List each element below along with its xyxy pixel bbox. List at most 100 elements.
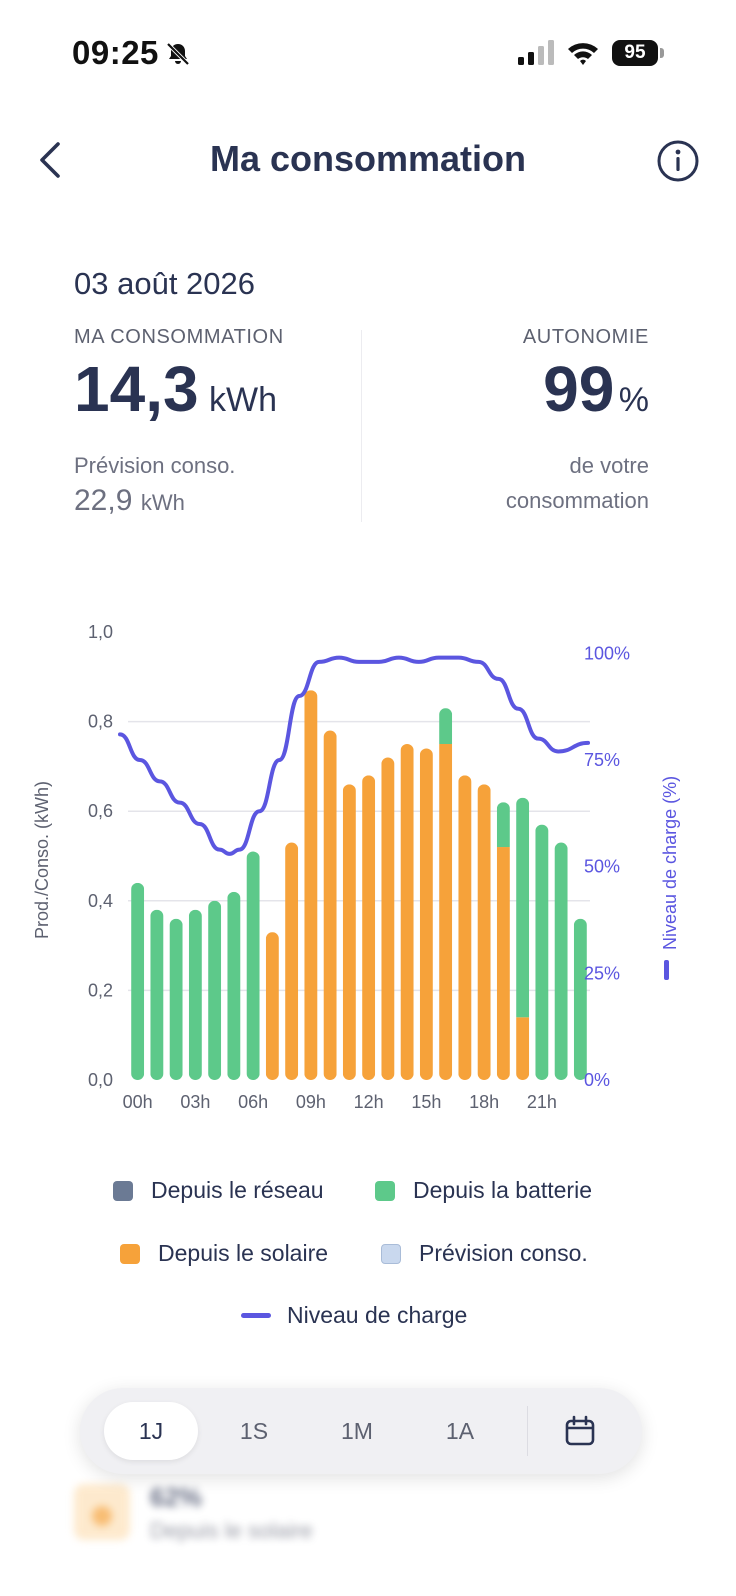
y2-axis-label-group: Niveau de charge (%) (660, 776, 680, 980)
period-1j[interactable]: 1J (104, 1402, 198, 1460)
period-1s[interactable]: 1S (239, 1418, 269, 1444)
legend-batterie-swatch (375, 1180, 395, 1201)
consumption-value-group: 14,3 kWh (74, 352, 277, 426)
bar-15h (419, 748, 433, 1080)
bar-01h (150, 909, 164, 1080)
bar-solaire-segment (458, 775, 472, 1080)
bar-13h (381, 757, 395, 1080)
bar-08h (285, 842, 299, 1080)
period-1a[interactable]: 1A (445, 1418, 475, 1444)
bar-batterie-segment (439, 708, 453, 744)
autonomy-value-group: 99 % (543, 352, 649, 426)
forecast-value: 22,9 (74, 484, 133, 517)
info-icon[interactable] (656, 139, 700, 183)
legend-solaire: Depuis le solaire (120, 1240, 328, 1267)
legend-prevision-swatch (381, 1243, 401, 1264)
y2-axis-label: Niveau de charge (%) (660, 776, 680, 950)
battery-icon: 95 (612, 40, 664, 66)
bar-batterie-segment (516, 797, 530, 1018)
legend-charge-label: Niveau de charge (287, 1302, 468, 1328)
y-tick-label: 0,6 (88, 801, 113, 821)
bar-solaire-segment (477, 784, 491, 1080)
bar-21h (535, 824, 549, 1080)
bar-batterie-segment (535, 824, 549, 1080)
autonomy-sub-1: de votre (569, 453, 650, 478)
y-tick-label: 0,2 (88, 980, 113, 1000)
battery-level: 95 (624, 42, 646, 63)
bar-solaire-segment (419, 748, 433, 1080)
bar-batterie-segment (554, 842, 568, 1080)
period-selector: 1J 1S 1M 1A (80, 1388, 642, 1474)
bar-solaire-segment (400, 744, 414, 1080)
solar-icon (74, 1484, 130, 1540)
bar-16h (439, 708, 453, 1080)
bar-batterie-segment (169, 918, 183, 1080)
cellular-signal-icon (518, 40, 554, 65)
legend-batterie: Depuis la batterie (375, 1177, 592, 1204)
y2-tick-label: 0% (584, 1070, 610, 1090)
solar-share-percent: 62% (150, 1482, 203, 1512)
bar-batterie-segment (208, 900, 222, 1080)
calendar-icon[interactable] (564, 1415, 596, 1447)
bar-07h (265, 932, 279, 1080)
summary-divider (361, 330, 362, 522)
y-tick-label: 0,8 (88, 712, 113, 732)
legend-solaire-label: Depuis le solaire (158, 1240, 329, 1266)
y2-tick-label: 75% (584, 750, 620, 770)
y-tick-label: 0,0 (88, 1070, 113, 1090)
bar-solaire-segment (285, 842, 299, 1080)
bar-solaire-segment (439, 744, 453, 1080)
bar-batterie-segment (496, 802, 510, 848)
bar-solaire-segment (381, 757, 395, 1080)
selector-divider (527, 1406, 528, 1456)
autonomy-sub-2: consommation (505, 488, 649, 513)
bar-06h (246, 851, 260, 1080)
page-title: Ma consommation (209, 138, 527, 179)
bar-solaire-segment (323, 730, 337, 1080)
status-time: 09:25 (72, 34, 159, 71)
bar-solaire-segment (496, 847, 510, 1080)
forecast-unit: kWh (140, 490, 185, 515)
legend-prevision-label: Prévision conso. (419, 1240, 588, 1266)
bar-batterie-segment (246, 851, 260, 1080)
summary-date: 03 août 2026 (74, 266, 256, 301)
bar-02h (169, 918, 183, 1080)
period-1m[interactable]: 1M (341, 1418, 373, 1444)
bar-11h (342, 784, 356, 1080)
x-tick-label: 03h (180, 1092, 210, 1112)
bar-00h (131, 882, 145, 1080)
bar-10h (323, 730, 337, 1080)
bar-solaire-segment (304, 690, 318, 1080)
y2-tick-label: 25% (584, 963, 620, 983)
legend-reseau-swatch (113, 1180, 133, 1201)
bar-12h (362, 775, 376, 1080)
legend-charge: Niveau de charge (241, 1302, 467, 1329)
bar-solaire-segment (362, 775, 376, 1080)
x-tick-label: 18h (469, 1092, 499, 1112)
bar-22h (554, 842, 568, 1080)
legend-solaire-swatch (120, 1243, 140, 1264)
back-chevron-icon[interactable] (34, 138, 70, 182)
x-tick-label: 09h (296, 1092, 326, 1112)
x-tick-label: 12h (354, 1092, 384, 1112)
bar-23h (573, 918, 587, 1080)
legend-batterie-label: Depuis la batterie (413, 1177, 592, 1203)
x-tick-label: 06h (238, 1092, 268, 1112)
solar-share-label: Depuis le solaire (150, 1518, 313, 1543)
bar-batterie-segment (131, 882, 145, 1080)
y2-tick-label: 50% (584, 857, 620, 877)
bell-muted-icon (166, 42, 190, 66)
y-tick-label: 0,4 (88, 891, 113, 911)
legend-prevision: Prévision conso. (381, 1240, 588, 1267)
forecast-value-group: 22,9 kWh (74, 484, 185, 518)
bar-03h (188, 909, 202, 1080)
bar-19h (496, 802, 510, 1080)
x-tick-label: 21h (527, 1092, 557, 1112)
bar-solaire-segment (342, 784, 356, 1080)
bar-14h (400, 744, 414, 1080)
y-tick-label: 1,0 (88, 622, 113, 642)
autonomy-unit: % (618, 381, 649, 419)
consumption-unit: kWh (209, 381, 278, 419)
bar-09h (304, 690, 318, 1080)
bar-batterie-segment (573, 918, 587, 1080)
